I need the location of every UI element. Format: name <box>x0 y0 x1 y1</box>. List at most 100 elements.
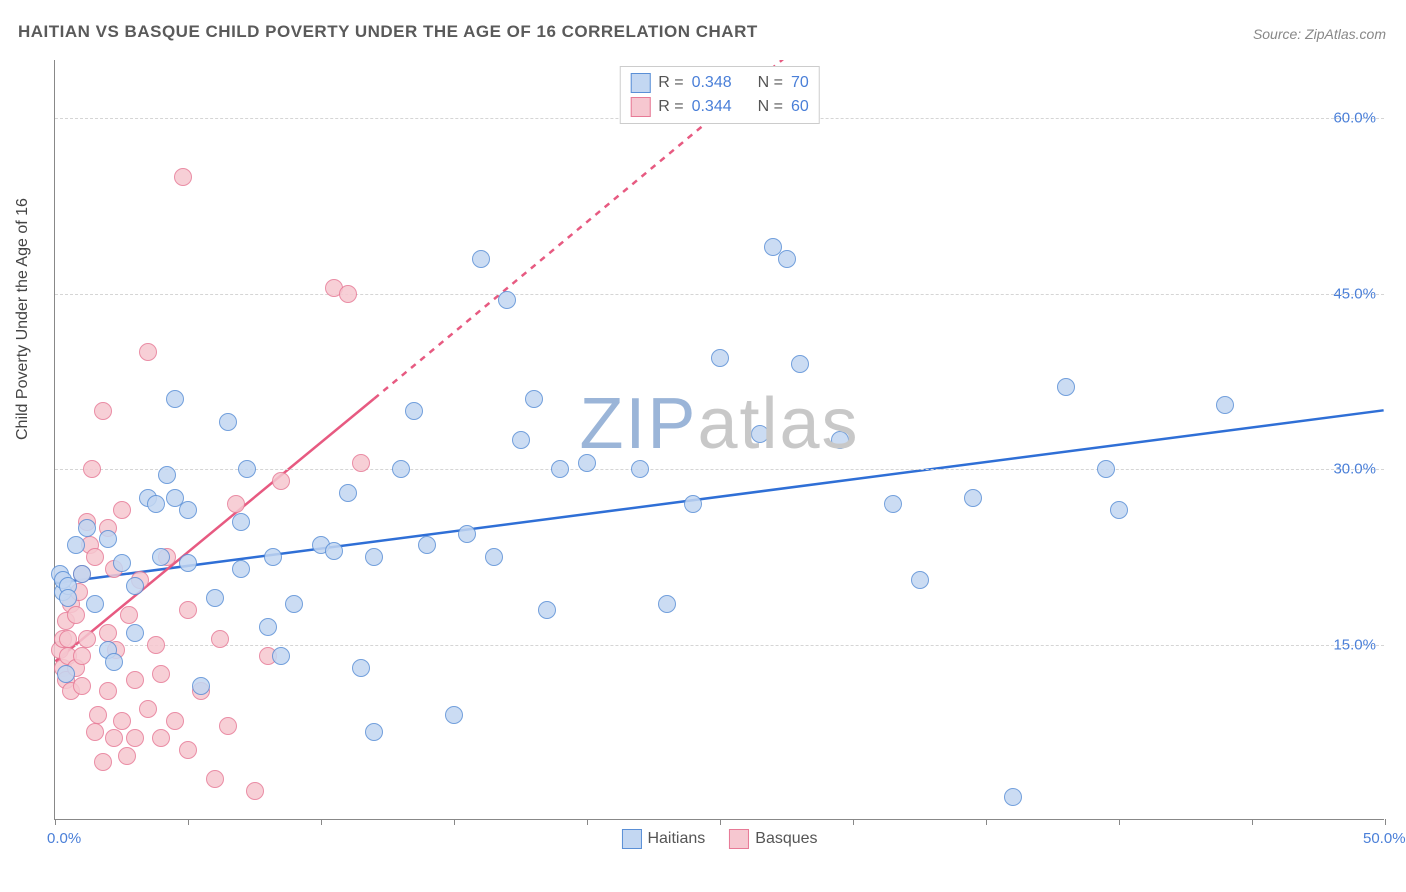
basques-point <box>272 472 290 490</box>
haitians-point <box>147 495 165 513</box>
chart-title: HAITIAN VS BASQUE CHILD POVERTY UNDER TH… <box>18 22 758 42</box>
haitians-point <box>512 431 530 449</box>
r-label: R = <box>658 98 683 116</box>
haitians-point <box>911 571 929 589</box>
haitians-point <box>778 250 796 268</box>
basques-point <box>113 712 131 730</box>
n-label: N = <box>758 74 783 92</box>
stats-row-basques: R = 0.344 N = 60 <box>630 95 809 119</box>
haitians-point <box>179 554 197 572</box>
basques-point <box>246 782 264 800</box>
legend-item-haitians: Haitians <box>621 829 705 849</box>
watermark: ZIPatlas <box>579 383 859 465</box>
haitians-point <box>1110 501 1128 519</box>
haitians-point <box>1216 396 1234 414</box>
haitians-point <box>113 554 131 572</box>
gridline <box>55 294 1384 295</box>
x-tick <box>853 819 854 825</box>
basques-label: Basques <box>755 830 817 848</box>
haitians-point <box>57 665 75 683</box>
basques-point <box>99 624 117 642</box>
basques-point <box>211 630 229 648</box>
basques-point <box>174 168 192 186</box>
r-label: R = <box>658 74 683 92</box>
x-tick-label: 0.0% <box>47 830 81 847</box>
haitians-swatch <box>621 829 641 849</box>
basques-point <box>89 706 107 724</box>
haitians-point <box>472 250 490 268</box>
haitians-point <box>206 589 224 607</box>
basques-point <box>73 647 91 665</box>
y-tick-label: 60.0% <box>1333 110 1376 127</box>
haitians-point <box>325 542 343 560</box>
y-tick-label: 45.0% <box>1333 285 1376 302</box>
basques-n-value: 60 <box>791 98 809 116</box>
haitians-point <box>551 460 569 478</box>
haitians-point <box>1097 460 1115 478</box>
source-label: Source: <box>1253 26 1305 42</box>
haitians-point <box>485 548 503 566</box>
haitians-point <box>99 530 117 548</box>
basques-point <box>126 671 144 689</box>
haitians-point <box>684 495 702 513</box>
haitians-point <box>538 601 556 619</box>
basques-point <box>73 677 91 695</box>
basques-point <box>118 747 136 765</box>
haitians-point <box>711 349 729 367</box>
haitians-point <box>339 484 357 502</box>
haitians-point <box>232 513 250 531</box>
basques-point <box>152 665 170 683</box>
watermark-zip: ZIP <box>579 384 697 464</box>
haitians-point <box>392 460 410 478</box>
haitians-r-value: 0.348 <box>692 74 732 92</box>
haitians-point <box>285 595 303 613</box>
haitians-point <box>578 454 596 472</box>
source-attribution: Source: ZipAtlas.com <box>1253 26 1386 42</box>
haitians-point <box>264 548 282 566</box>
haitians-point <box>791 355 809 373</box>
legend-item-basques: Basques <box>729 829 817 849</box>
x-tick <box>986 819 987 825</box>
haitians-point <box>219 413 237 431</box>
haitians-point <box>1004 788 1022 806</box>
x-tick <box>321 819 322 825</box>
y-tick-label: 15.0% <box>1333 636 1376 653</box>
haitians-point <box>152 548 170 566</box>
haitians-point <box>166 390 184 408</box>
basques-point <box>113 501 131 519</box>
haitians-point <box>658 595 676 613</box>
haitians-point <box>352 659 370 677</box>
haitians-point <box>525 390 543 408</box>
basques-point <box>139 343 157 361</box>
x-tick <box>188 819 189 825</box>
haitians-n-value: 70 <box>791 74 809 92</box>
basques-point <box>139 700 157 718</box>
gridline <box>55 645 1384 646</box>
haitians-point <box>751 425 769 443</box>
haitians-point <box>458 525 476 543</box>
haitians-point <box>418 536 436 554</box>
basques-point <box>147 636 165 654</box>
haitians-point <box>67 536 85 554</box>
basques-point <box>179 601 197 619</box>
bottom-legend: Haitians Basques <box>621 829 817 849</box>
haitians-point <box>964 489 982 507</box>
basques-point <box>166 712 184 730</box>
basques-point <box>219 717 237 735</box>
haitians-point <box>126 577 144 595</box>
haitians-point <box>179 501 197 519</box>
x-tick-label: 50.0% <box>1363 830 1406 847</box>
haitians-point <box>884 495 902 513</box>
basques-point <box>83 460 101 478</box>
haitians-point <box>105 653 123 671</box>
basques-point <box>227 495 245 513</box>
basques-point <box>94 402 112 420</box>
basques-point <box>352 454 370 472</box>
stats-row-haitians: R = 0.348 N = 70 <box>630 71 809 95</box>
plot-area: ZIPatlas R = 0.348 N = 70 R = 0.344 N = … <box>54 60 1384 820</box>
haitians-point <box>498 291 516 309</box>
basques-point <box>126 729 144 747</box>
basques-point <box>59 630 77 648</box>
basques-point <box>99 682 117 700</box>
haitians-point <box>365 723 383 741</box>
